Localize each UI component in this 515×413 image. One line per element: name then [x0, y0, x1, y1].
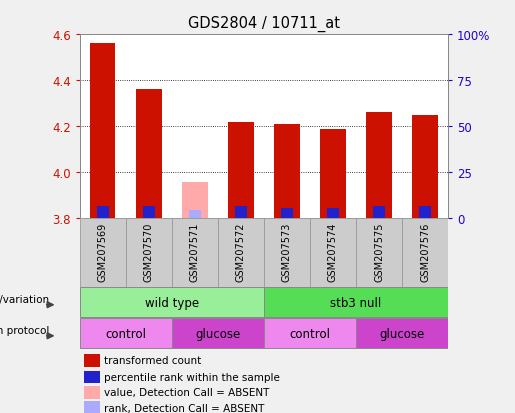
Text: transformed count: transformed count — [105, 356, 202, 366]
Text: GSM207576: GSM207576 — [420, 222, 430, 282]
Text: glucose: glucose — [195, 327, 241, 340]
Bar — [136, 90, 162, 219]
Bar — [80, 219, 126, 287]
Bar — [83, 401, 100, 413]
Text: GSM207571: GSM207571 — [190, 222, 200, 282]
Bar — [274, 125, 300, 219]
Bar — [413, 116, 438, 219]
Bar — [356, 319, 448, 349]
Bar — [310, 219, 356, 287]
Bar — [97, 206, 109, 219]
Bar — [83, 386, 100, 399]
Text: GSM207573: GSM207573 — [282, 222, 292, 282]
Bar — [328, 209, 339, 219]
Text: growth protocol: growth protocol — [0, 325, 49, 335]
Bar — [218, 219, 264, 287]
Text: wild type: wild type — [145, 296, 199, 309]
Bar — [264, 287, 448, 317]
Bar — [264, 319, 356, 349]
Bar — [80, 319, 172, 349]
Bar — [189, 211, 200, 219]
Bar — [182, 182, 208, 219]
Text: rank, Detection Call = ABSENT: rank, Detection Call = ABSENT — [105, 403, 265, 413]
Bar — [356, 219, 402, 287]
Title: GDS2804 / 10711_at: GDS2804 / 10711_at — [188, 16, 340, 32]
Bar — [235, 206, 247, 219]
Text: control: control — [106, 327, 146, 340]
Text: GSM207572: GSM207572 — [236, 222, 246, 282]
Bar — [172, 319, 264, 349]
Bar — [83, 371, 100, 384]
Text: glucose: glucose — [380, 327, 425, 340]
Text: genotype/variation: genotype/variation — [0, 294, 49, 304]
Text: GSM207574: GSM207574 — [328, 222, 338, 282]
Text: percentile rank within the sample: percentile rank within the sample — [105, 372, 280, 382]
Text: GSM207570: GSM207570 — [144, 222, 154, 282]
Bar — [402, 219, 448, 287]
Bar — [264, 219, 310, 287]
Bar — [80, 287, 264, 317]
Text: GSM207575: GSM207575 — [374, 222, 384, 282]
Bar — [366, 113, 392, 219]
Text: control: control — [289, 327, 331, 340]
Bar — [172, 219, 218, 287]
Text: value, Detection Call = ABSENT: value, Detection Call = ABSENT — [105, 387, 270, 397]
Bar — [83, 354, 100, 367]
Bar — [143, 206, 154, 219]
Bar — [228, 122, 253, 219]
Bar — [126, 219, 172, 287]
Bar — [419, 206, 431, 219]
Text: GSM207569: GSM207569 — [98, 222, 108, 281]
Bar — [281, 209, 293, 219]
Bar — [373, 206, 385, 219]
Text: stb3 null: stb3 null — [330, 296, 382, 309]
Bar — [320, 129, 346, 219]
Bar — [90, 44, 115, 219]
